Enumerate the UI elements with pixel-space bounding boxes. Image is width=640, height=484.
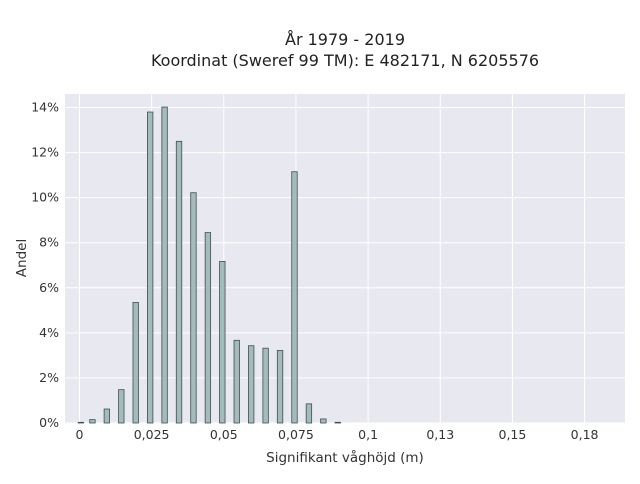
x-tick-label: 0,05 <box>210 427 238 442</box>
plot-area-background <box>65 94 625 423</box>
histogram-bar <box>291 171 298 424</box>
histogram-bar <box>262 347 269 424</box>
histogram-bar <box>132 302 139 424</box>
ticks-layer: 0% 2% 4% 6% 8% 10% 12% 14% 0 0,025 0,05 0,075 0,1 0,1… <box>31 100 598 442</box>
histogram-bar <box>103 408 110 424</box>
histogram-bar <box>305 403 313 424</box>
histogram-bar <box>190 192 197 424</box>
y-tick-label: 2% <box>39 370 59 385</box>
chart-title-line-2: Koordinat (Sweref 99 TM): E 482171, N 62… <box>151 51 539 70</box>
y-tick-label: 14% <box>31 100 59 115</box>
histogram-bar <box>219 261 226 424</box>
histogram-bar <box>334 421 341 424</box>
histogram-bar <box>77 421 85 424</box>
histogram-bar <box>276 350 284 424</box>
histogram-bar <box>233 339 240 424</box>
y-tick-label: 12% <box>31 145 59 160</box>
x-tick-label: 0 <box>75 427 83 442</box>
histogram-bar <box>118 389 125 424</box>
histogram-bar <box>147 111 154 424</box>
x-tick-label: 0,1 <box>358 427 378 442</box>
y-tick-label: 0% <box>39 415 59 430</box>
histogram-bar <box>320 418 327 424</box>
histogram-bar <box>89 419 96 424</box>
y-tick-label: 10% <box>31 190 59 205</box>
bars-layer <box>77 106 341 424</box>
x-tick-label: 0,13 <box>426 427 454 442</box>
y-tick-label: 6% <box>39 280 59 295</box>
x-tick-label: 0,075 <box>278 427 314 442</box>
x-tick-label: 0,15 <box>499 427 527 442</box>
x-axis-title: Signifikant våghöjd (m) <box>266 449 424 466</box>
histogram-bar <box>175 140 183 424</box>
y-tick-label: 4% <box>39 325 59 340</box>
x-tick-label: 0,18 <box>571 427 599 442</box>
chart-title-line-1: År 1979 - 2019 <box>285 30 405 49</box>
y-tick-label: 8% <box>39 235 59 250</box>
histogram-bar <box>161 106 168 424</box>
x-tick-label: 0,025 <box>134 427 170 442</box>
histogram-bar <box>204 232 212 424</box>
histogram-bar <box>248 345 255 424</box>
y-axis-title: Andel <box>14 239 30 277</box>
